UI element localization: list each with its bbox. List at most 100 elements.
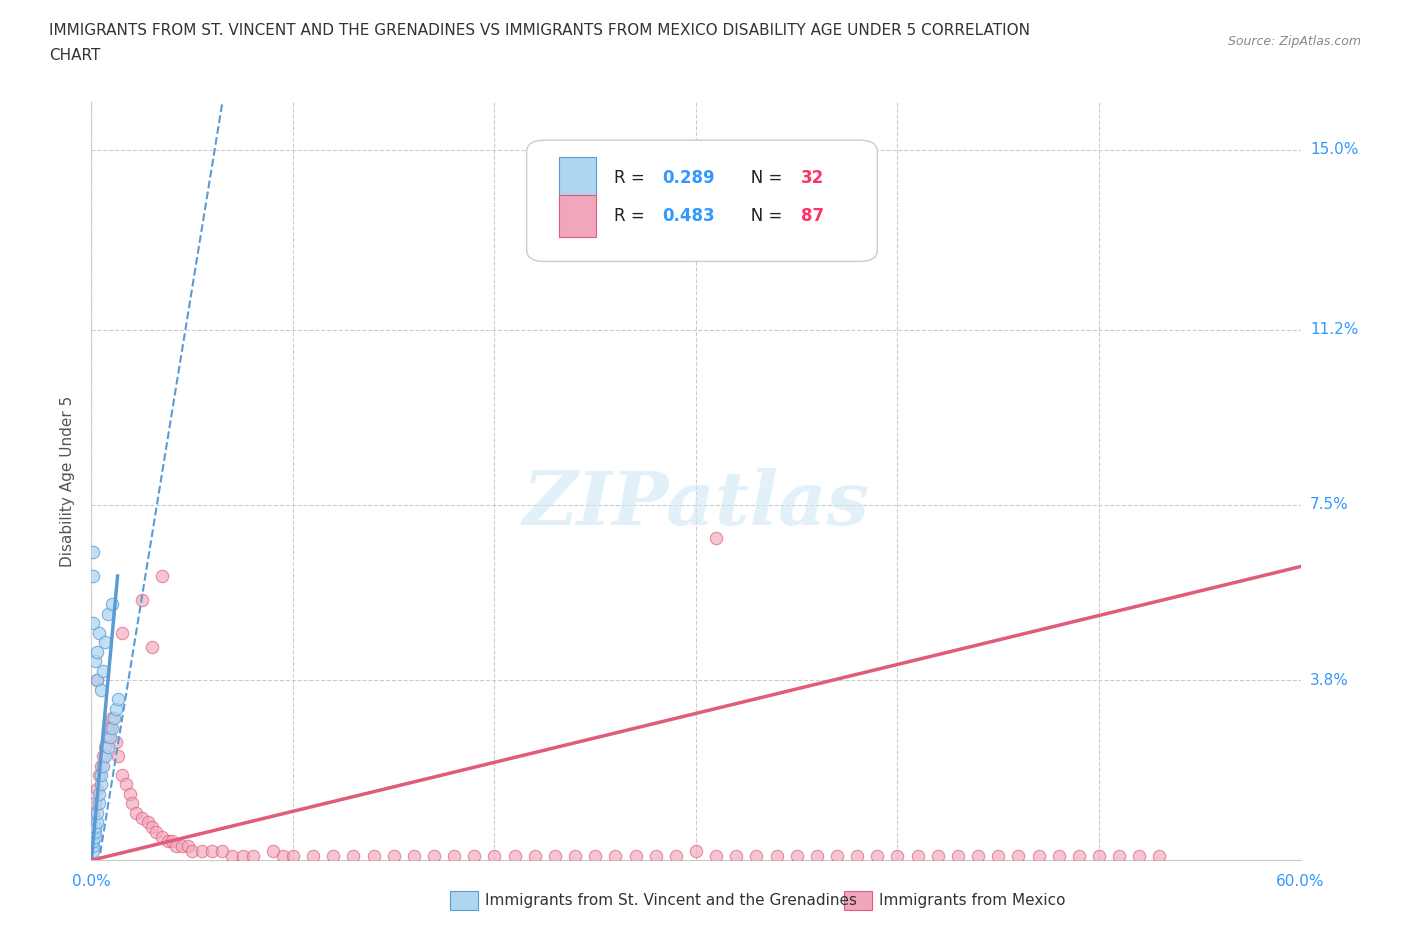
Point	[1128, 848, 1150, 863]
Bar	[560, 195, 596, 237]
Point	[191, 844, 214, 858]
Point	[82, 844, 104, 858]
Point	[86, 782, 108, 797]
Point	[96, 739, 118, 754]
Point	[86, 672, 108, 687]
Point	[484, 848, 506, 863]
Point	[704, 848, 727, 863]
Point	[89, 626, 111, 641]
Point	[382, 848, 405, 863]
Point	[93, 758, 115, 773]
Point	[177, 839, 200, 854]
Point	[90, 758, 112, 773]
Point	[82, 805, 104, 820]
Point	[96, 606, 118, 621]
Point	[583, 848, 606, 863]
Point	[131, 592, 153, 607]
Point	[86, 805, 108, 820]
Point	[150, 830, 173, 844]
Point	[94, 635, 117, 650]
Point	[765, 848, 787, 863]
Point	[94, 739, 117, 754]
Point	[100, 711, 122, 725]
Point	[704, 531, 727, 546]
Point	[121, 796, 143, 811]
Text: 7.5%: 7.5%	[1310, 498, 1348, 512]
Point	[544, 848, 567, 863]
Point	[624, 848, 647, 863]
Point	[846, 848, 869, 863]
Point	[946, 848, 969, 863]
Point	[1028, 848, 1050, 863]
Point	[665, 848, 688, 863]
Point	[84, 824, 107, 839]
Y-axis label: Disability Age Under 5: Disability Age Under 5	[60, 395, 76, 567]
Text: 0.483: 0.483	[662, 207, 714, 225]
Text: 3.8%: 3.8%	[1310, 672, 1350, 688]
Point	[564, 848, 586, 863]
Point	[644, 848, 666, 863]
Point	[82, 568, 104, 583]
Point	[89, 787, 111, 802]
Text: 0.289: 0.289	[662, 169, 714, 187]
Point	[96, 730, 118, 745]
Point	[84, 819, 107, 834]
Point	[231, 848, 253, 863]
Text: N =: N =	[735, 169, 787, 187]
Point	[98, 730, 121, 745]
Point	[1067, 848, 1090, 863]
Point	[907, 848, 929, 863]
Point	[745, 848, 768, 863]
Text: IMMIGRANTS FROM ST. VINCENT AND THE GRENADINES VS IMMIGRANTS FROM MEXICO DISABIL: IMMIGRANTS FROM ST. VINCENT AND THE GREN…	[49, 23, 1031, 38]
Point	[94, 749, 117, 764]
Point	[96, 720, 118, 735]
Point	[221, 848, 243, 863]
Point	[86, 815, 108, 830]
Point	[271, 848, 294, 863]
Text: N =: N =	[735, 207, 787, 225]
Point	[443, 848, 465, 863]
Point	[93, 749, 115, 764]
Point	[262, 844, 284, 858]
Point	[82, 839, 104, 854]
Point	[927, 848, 949, 863]
Point	[107, 692, 129, 707]
Text: ZIPatlas: ZIPatlas	[523, 468, 869, 540]
Point	[131, 810, 153, 825]
Point	[104, 701, 127, 716]
Text: CHART: CHART	[49, 48, 101, 63]
Point	[114, 777, 136, 792]
Point	[111, 626, 132, 641]
Point	[150, 568, 173, 583]
Point	[605, 848, 627, 863]
Point	[423, 848, 446, 863]
Point	[866, 848, 889, 863]
Point	[89, 767, 111, 782]
Text: 0.0%: 0.0%	[72, 874, 111, 889]
Point	[90, 777, 112, 792]
Point	[786, 848, 808, 863]
Point	[86, 644, 108, 659]
Point	[211, 844, 233, 858]
Point	[1088, 848, 1111, 863]
Point	[165, 839, 187, 854]
Point	[725, 848, 748, 863]
Point	[118, 787, 141, 802]
Point	[302, 848, 325, 863]
Point	[111, 767, 132, 782]
Point	[160, 834, 183, 849]
Point	[100, 597, 122, 612]
Text: Immigrants from St. Vincent and the Grenadines: Immigrants from St. Vincent and the Gren…	[485, 893, 858, 908]
Point	[967, 848, 990, 863]
Text: 60.0%: 60.0%	[1277, 874, 1324, 889]
Text: R =: R =	[614, 207, 650, 225]
Point	[886, 848, 908, 863]
Text: Source: ZipAtlas.com: Source: ZipAtlas.com	[1227, 35, 1361, 48]
Point	[84, 796, 107, 811]
Point	[172, 839, 194, 854]
Text: 11.2%: 11.2%	[1310, 322, 1358, 338]
Point	[93, 663, 115, 678]
Text: 15.0%: 15.0%	[1310, 142, 1358, 157]
Point	[825, 848, 848, 863]
Text: Immigrants from Mexico: Immigrants from Mexico	[879, 893, 1066, 908]
